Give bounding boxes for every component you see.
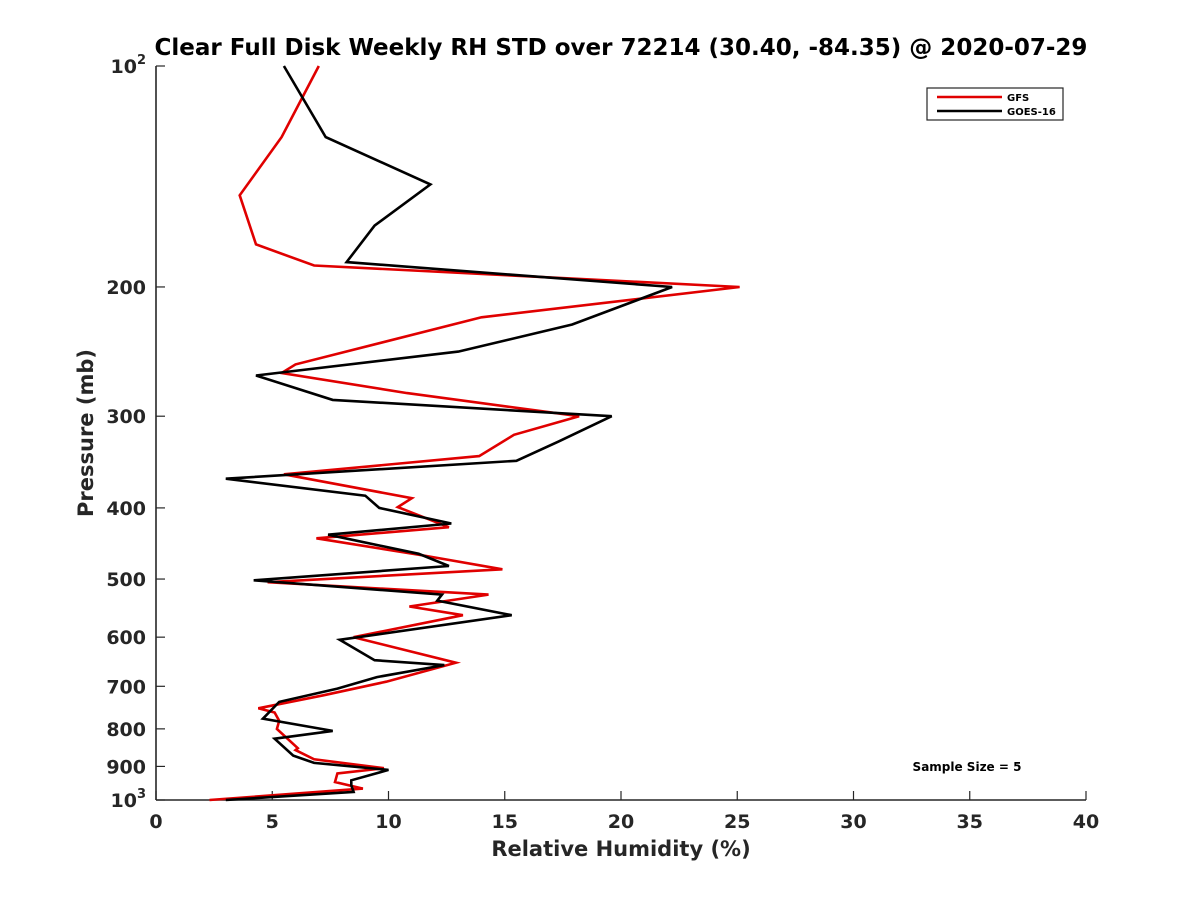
y-tick-label: 200 (106, 277, 146, 299)
x-axis-label: Relative Humidity (%) (491, 837, 750, 861)
y-tick-label: 300 (106, 406, 146, 428)
sample-size-annotation: Sample Size = 5 (913, 760, 1022, 774)
x-tick-label: 30 (840, 811, 866, 833)
x-tick-label: 15 (492, 811, 518, 833)
legend-label-goes-16: GOES-16 (1007, 107, 1056, 118)
legend-box (926, 87, 1064, 121)
x-tick-label: 5 (266, 811, 279, 833)
x-tick-label: 20 (608, 811, 634, 833)
y-tick-label: 900 (106, 756, 146, 778)
y-tick-label: 800 (106, 719, 146, 741)
x-tick-label: 35 (957, 811, 983, 833)
x-tick-label: 40 (1073, 811, 1099, 833)
series-group (209, 65, 740, 802)
chart-title: Clear Full Disk Weekly RH STD over 72214… (155, 35, 1088, 61)
y-tick-label: 103 (111, 787, 147, 812)
y-tick-label: 400 (106, 498, 146, 520)
x-tick-label: 10 (375, 811, 401, 833)
y-tick-label: 700 (106, 676, 146, 698)
series-line-gfs (209, 65, 740, 802)
x-tick-label: 0 (149, 811, 162, 833)
y-tick-label: 600 (106, 627, 146, 649)
legend-label-gfs: GFS (1007, 93, 1029, 104)
series-line-goes-16 (225, 65, 673, 802)
y-tick-label: 500 (106, 569, 146, 591)
x-tick-label: 25 (724, 811, 750, 833)
y-tick-label: 102 (111, 53, 147, 78)
legend: GFS GOES-16 (926, 87, 1064, 121)
axes: 0 5 10 15 20 25 30 35 40 102 200 300 400 500 600 700 800… (106, 53, 1099, 833)
y-axis-label: Pressure (mb) (74, 349, 98, 517)
